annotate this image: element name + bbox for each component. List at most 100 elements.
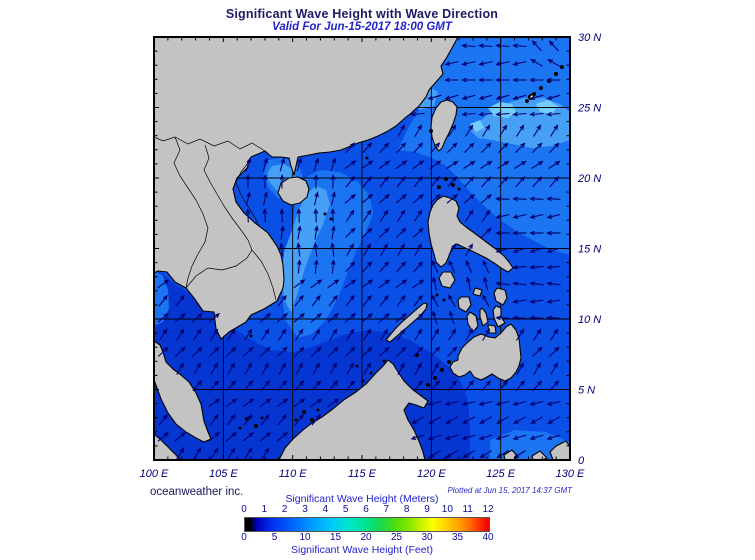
lat-label: 5 N <box>578 385 595 397</box>
lat-label: 10 N <box>578 314 601 326</box>
meters-tick: 4 <box>322 504 329 515</box>
small-island <box>447 360 451 364</box>
land-layer <box>154 37 570 460</box>
credit-text: oceanweather inc. <box>150 486 244 498</box>
meters-tick: 11 <box>462 504 473 515</box>
feet-tick: 25 <box>390 532 403 543</box>
lon-label: 130 E <box>556 468 585 480</box>
small-island <box>365 156 369 160</box>
lat-label: 20 N <box>577 173 601 185</box>
country-border <box>185 249 253 289</box>
feet-tick: 40 <box>482 532 494 543</box>
feet-tick: 35 <box>451 532 464 543</box>
small-island <box>329 217 333 221</box>
country-border <box>154 136 266 152</box>
wave-height-colorbar <box>244 517 490 532</box>
meters-tick: 6 <box>363 504 369 515</box>
landmass-samar <box>493 287 508 306</box>
small-island <box>382 359 386 363</box>
wave-height-contour <box>282 186 330 312</box>
landmass-mindoro <box>438 271 456 289</box>
landmass-taiwan <box>430 99 458 152</box>
small-island <box>294 418 298 422</box>
small-island <box>238 426 242 430</box>
meters-tick: 2 <box>281 504 288 515</box>
small-island <box>316 408 320 412</box>
wave-height-contour <box>470 120 484 132</box>
small-island <box>525 99 529 103</box>
landmass-cebu <box>479 307 489 327</box>
small-island <box>310 418 314 422</box>
small-island <box>260 416 264 420</box>
lon-label: 105 E <box>209 468 238 480</box>
legend-feet-ticks: 0 5 10 15 20 25 30 35 40 <box>0 532 755 544</box>
wave-height-contour <box>398 37 570 255</box>
meters-tick: 7 <box>383 504 390 515</box>
small-island <box>369 371 373 375</box>
landmass-negros <box>466 311 479 333</box>
lon-label: 115 E <box>348 468 377 480</box>
lon-label: 100 E <box>140 468 169 480</box>
landmass-masbate <box>472 287 483 297</box>
small-island <box>539 86 543 90</box>
small-island <box>554 72 558 76</box>
small-island <box>323 212 327 216</box>
landmass-panay <box>457 296 472 313</box>
lon-label: 120 E <box>417 468 446 480</box>
lat-label: 0 <box>578 455 585 467</box>
small-island <box>440 368 444 372</box>
lat-label: 25 N <box>577 103 601 115</box>
country-border <box>235 162 260 227</box>
small-island <box>442 298 446 302</box>
small-island <box>361 379 365 383</box>
wave-height-contour <box>536 100 558 114</box>
small-island <box>437 185 441 189</box>
landmass-asia-mainland <box>154 37 459 340</box>
landmass-luzon <box>427 195 514 273</box>
lat-label: 30 N <box>578 32 601 44</box>
legend-meters-label: Significant Wave Height (Meters) <box>285 493 439 505</box>
meters-tick: 0 <box>241 504 247 515</box>
feet-tick: 20 <box>360 532 372 543</box>
lon-label: 110 E <box>279 468 308 480</box>
valid-time-subtitle: Valid For Jun-15-2017 18:00 GMT <box>272 21 452 33</box>
landmass-palawan <box>385 302 428 343</box>
small-island <box>433 376 437 380</box>
small-island <box>429 129 433 133</box>
lat-label: 15 N <box>578 244 601 256</box>
country-border <box>173 136 209 289</box>
landmass-hainan <box>277 176 310 206</box>
small-island <box>435 293 439 297</box>
meters-tick: 12 <box>482 504 494 515</box>
country-border <box>251 249 277 301</box>
legend-feet-label: Significant Wave Height (Feet) <box>290 544 433 556</box>
meters-tick: 10 <box>441 504 453 515</box>
legend-meters-ticks: 0 1 2 3 4 5 6 7 8 9 10 11 12 <box>0 504 755 516</box>
small-island <box>444 177 448 181</box>
feet-tick: 0 <box>241 532 247 543</box>
meters-tick: 3 <box>302 504 308 515</box>
axis-labels: 30 N 25 N 20 N 15 N 10 N 5 N 0 100 E 105 E 110 E 1… <box>140 32 602 480</box>
small-island <box>302 410 306 414</box>
feet-tick: 30 <box>421 532 433 543</box>
meters-tick: 5 <box>342 504 349 515</box>
plotted-timestamp: Plotted at Jun 15, 2017 14:37 GMT <box>447 486 572 495</box>
landmass-sulawesi-edge <box>549 440 570 460</box>
feet-tick: 15 <box>329 532 342 543</box>
small-island <box>355 364 359 368</box>
meters-tick: 8 <box>403 504 410 515</box>
landmass-malay-peninsula <box>154 340 212 443</box>
small-island <box>254 424 258 428</box>
wave-height-contour <box>154 270 169 326</box>
feet-tick: 10 <box>299 532 311 543</box>
landmass-mindanao <box>449 323 522 382</box>
map-frame <box>153 36 571 461</box>
small-island <box>451 183 455 187</box>
lon-label: 125 E <box>486 468 515 480</box>
small-island <box>457 187 461 191</box>
small-island <box>426 383 430 387</box>
wave-direction-arrows <box>157 40 561 460</box>
page-title: Significant Wave Height with Wave Direct… <box>225 7 499 21</box>
